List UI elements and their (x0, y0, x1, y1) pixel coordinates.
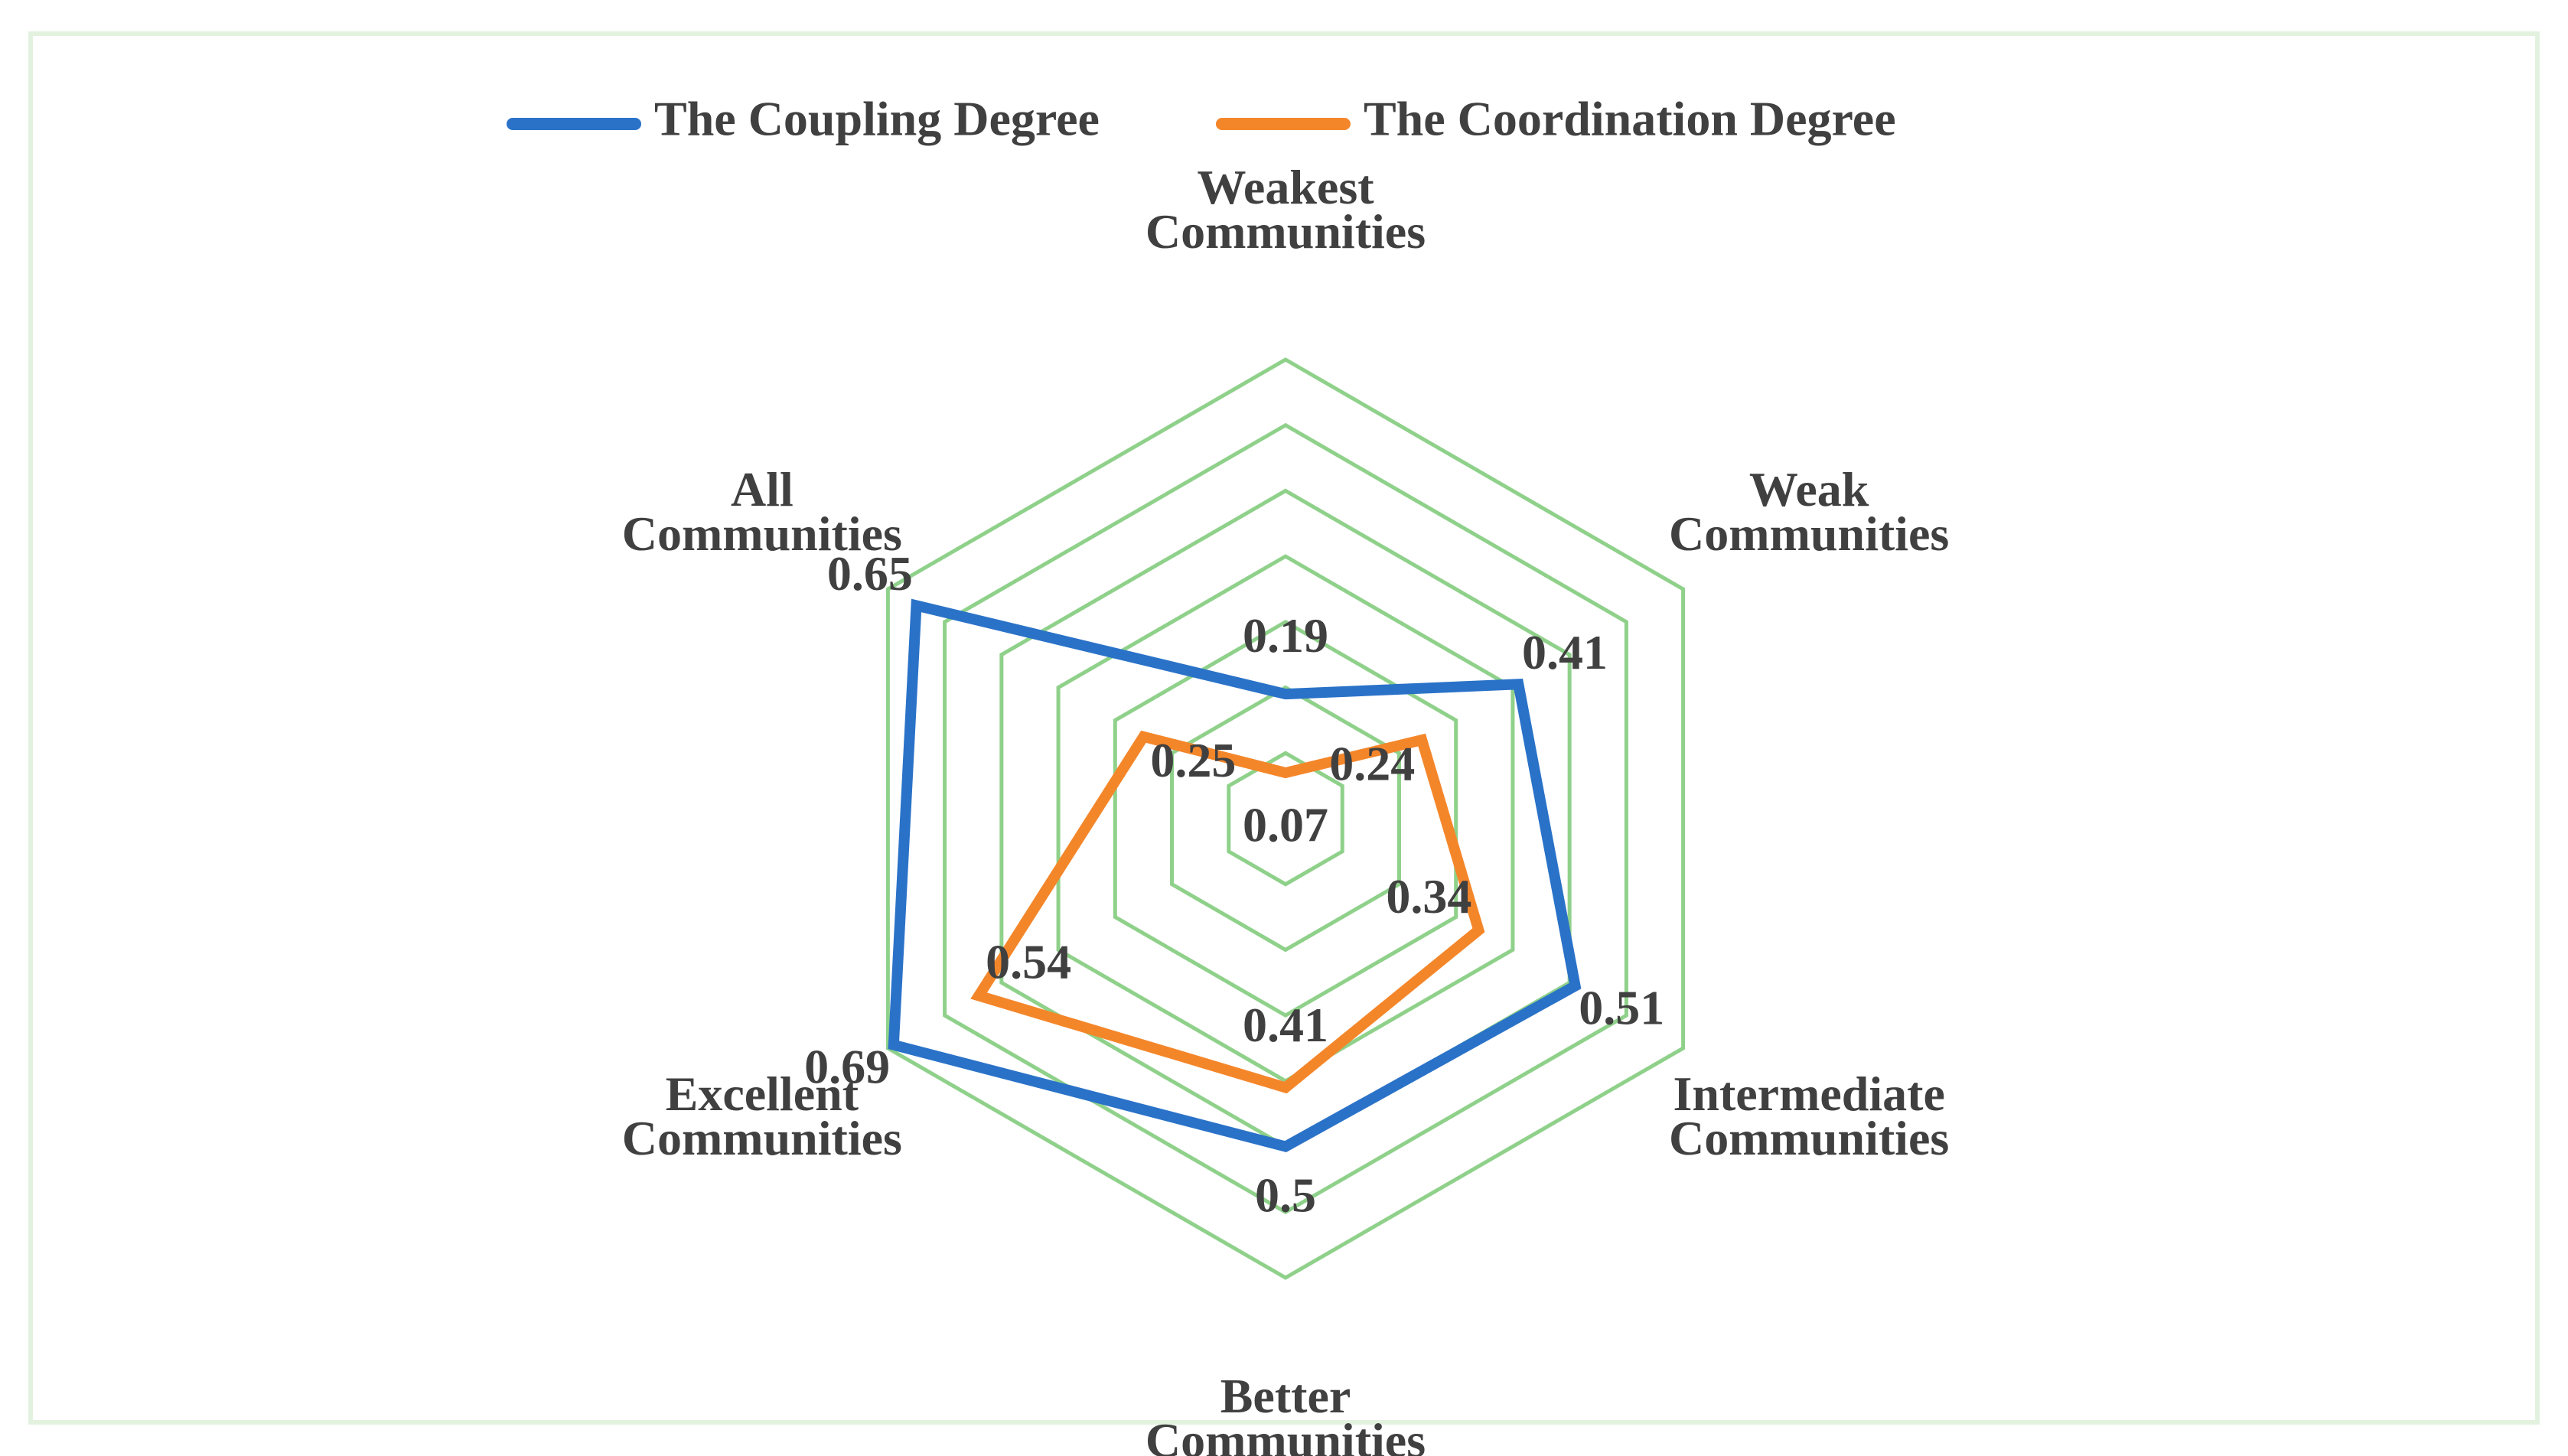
data-label: 0.5 (1255, 1168, 1316, 1222)
grid-ring (943, 422, 1628, 1215)
category-label: Weak Communities (1669, 462, 1949, 561)
data-label: 0.07 (1243, 798, 1328, 852)
legend-label: The Coordination Degree (1364, 92, 1896, 146)
grid-ring (1227, 751, 1344, 887)
data-label: 0.54 (986, 935, 1071, 989)
category-label: Intermediate Communities (1669, 1067, 1949, 1165)
data-label: 0.51 (1579, 980, 1664, 1034)
data-label: 0.41 (1243, 998, 1328, 1052)
data-label: 0.24 (1329, 736, 1415, 790)
legend-label: The Coupling Degree (654, 92, 1100, 146)
data-label: 0.34 (1386, 869, 1471, 923)
category-label: Better Communities (1145, 1369, 1426, 1456)
data-label: 0.41 (1522, 625, 1608, 679)
grid-ring (1113, 619, 1458, 1018)
frame (28, 31, 2540, 1425)
grid-ring (885, 357, 1686, 1280)
data-label: 0.19 (1243, 608, 1328, 663)
category-label: All Communities (622, 462, 902, 561)
data-label: 0.25 (1150, 733, 1236, 787)
category-label: Weakest Communities (1145, 160, 1426, 259)
category-label: Excellent Communities (622, 1067, 902, 1165)
series-line (888, 598, 1582, 1153)
data-label: 0.69 (804, 1039, 890, 1093)
series-line (970, 730, 1485, 1094)
grid-ring (1170, 685, 1401, 953)
data-label: 0.65 (827, 546, 913, 601)
